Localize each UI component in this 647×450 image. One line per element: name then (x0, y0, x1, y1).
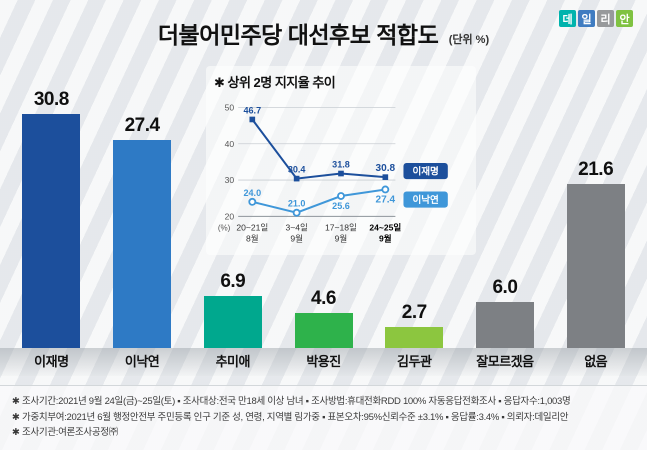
svg-text:27.4: 27.4 (376, 195, 396, 206)
bar-value-label: 2.7 (401, 302, 427, 324)
category-band (0, 348, 647, 376)
bar-category-label: 이재명 (34, 354, 69, 369)
bar-col: 30.8 이재명 (6, 60, 97, 376)
footnotes: ✱ 조사기간:2021년 9월 24일(금)~25일(토) ▪ 조사대상:전국 … (0, 384, 647, 450)
bar (203, 295, 262, 348)
bar-value-label: 21.6 (578, 158, 614, 180)
bar-col: 6.0 잘모르겠음 (460, 60, 551, 376)
bar (22, 113, 81, 348)
bar-category-label: 이낙연 (124, 354, 160, 369)
header: 더불어민주당 대선후보 적합도 (단위 %) (0, 16, 647, 50)
bar (385, 327, 444, 348)
bar-category-label: 잘모르겠음 (476, 354, 534, 369)
svg-text:이재명: 이재명 (412, 166, 438, 178)
bar-value-label: 6.0 (492, 277, 518, 299)
bar-value-label: 30.8 (33, 88, 69, 110)
bar-col: 2.7 김두관 (369, 60, 460, 376)
bar-chart: 30.8 이재명 27.4 이낙연 6.9 추미애 4.6 박용진 2.7 김두관 6.0 잘모르겠음… (0, 60, 647, 376)
svg-text:9월: 9월 (290, 233, 303, 244)
svg-text:30: 30 (225, 175, 235, 185)
trend-inset-panel: ✱ 상위 2명 지지율 추이 20 30 40 50 (%) 20~21일 8월 3~4일 9월… (206, 66, 476, 255)
svg-text:46.7: 46.7 (243, 105, 261, 115)
bar-category-label: 없음 (584, 354, 608, 369)
bar-col: 4.6 박용진 (278, 60, 369, 376)
bar-value-label: 6.9 (220, 270, 246, 292)
svg-text:30.8: 30.8 (376, 163, 396, 174)
svg-text:30.4: 30.4 (288, 165, 306, 175)
bar (475, 302, 534, 348)
bar-category-label: 추미애 (215, 354, 251, 369)
svg-text:20~21일: 20~21일 (236, 222, 268, 232)
logo-block: 리 (597, 10, 614, 27)
svg-text:이낙연: 이낙연 (412, 194, 439, 206)
svg-text:3~4일: 3~4일 (285, 222, 307, 232)
bar-col: 6.9 추미애 (187, 60, 278, 376)
svg-text:24.0: 24.0 (243, 188, 261, 198)
bar-value-label: 27.4 (124, 114, 160, 136)
footnote-line: ✱ 조사기간:2021년 9월 24일(금)~25일(토) ▪ 조사대상:전국 … (12, 395, 571, 407)
bars-row: 30.8 이재명 27.4 이낙연 6.9 추미애 4.6 박용진 2.7 김두관 6.0 잘모르겠음… (6, 60, 641, 376)
svg-text:(%): (%) (218, 223, 231, 232)
logo-block: 일 (578, 10, 595, 27)
bar (566, 183, 625, 348)
footnote-line: ✱ 조사기관:여론조사공정㈜ (12, 427, 118, 439)
bar-col: 21.6 없음 (550, 60, 641, 376)
trend-title: ✱ 상위 2명 지지율 추이 (214, 75, 336, 90)
bar-category-label: 김두관 (397, 354, 432, 369)
svg-text:31.8: 31.8 (332, 159, 350, 169)
svg-text:8월: 8월 (246, 233, 259, 244)
logo-block: 데 (559, 10, 576, 27)
logo-block: 안 (616, 10, 633, 27)
bar-value-label: 4.6 (311, 288, 336, 310)
footnote-line: ✱ 가중치부여:2021년 6월 행정안전부 주민등록 인구 기준 성, 연령,… (12, 411, 569, 423)
page-title: 더불어민주당 대선후보 적합도 (157, 22, 439, 48)
svg-text:25.6: 25.6 (332, 201, 350, 211)
svg-text:40: 40 (225, 139, 235, 149)
unit-label: (단위 %) (448, 34, 490, 46)
svg-text:9월: 9월 (379, 233, 392, 244)
svg-text:21.0: 21.0 (288, 199, 306, 209)
bar (294, 313, 353, 348)
svg-text:9월: 9월 (335, 233, 348, 244)
svg-text:20: 20 (225, 211, 235, 221)
bar (113, 139, 172, 348)
bar-col: 27.4 이낙연 (97, 60, 188, 376)
svg-text:24~25일: 24~25일 (369, 221, 401, 232)
bar-category-label: 박용진 (306, 354, 341, 369)
svg-text:50: 50 (225, 103, 235, 113)
svg-text:17~18일: 17~18일 (325, 222, 357, 232)
